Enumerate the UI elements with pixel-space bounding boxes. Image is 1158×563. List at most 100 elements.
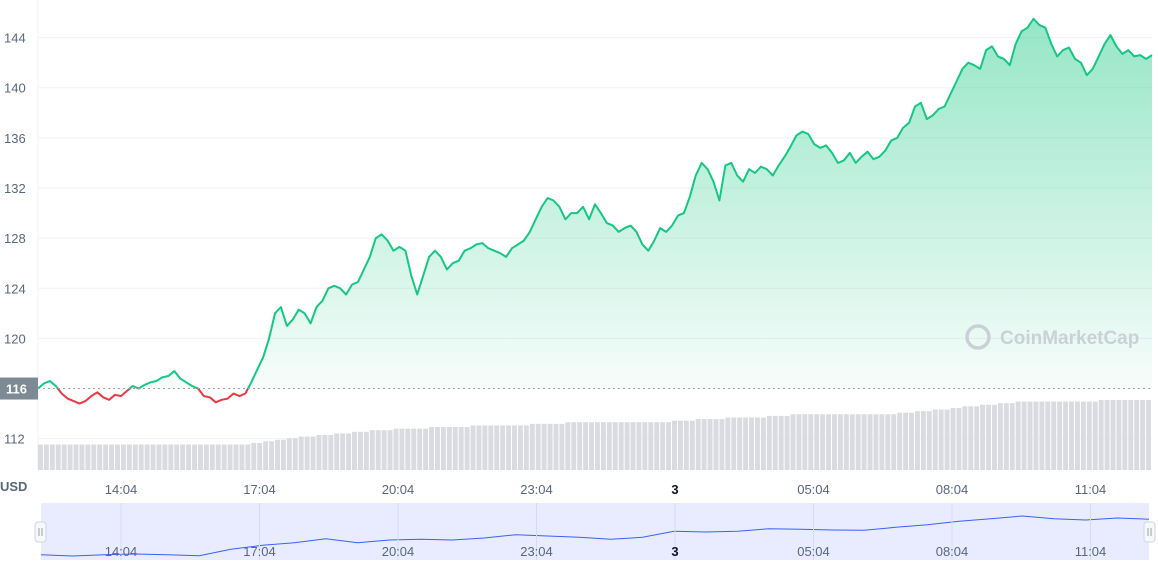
volume-bar xyxy=(885,414,891,470)
volume-bar xyxy=(743,417,749,470)
volume-bar xyxy=(446,427,452,470)
volume-bar xyxy=(849,414,855,470)
volume-bar xyxy=(470,425,476,470)
volume-bar xyxy=(790,414,796,470)
navigator[interactable]: 14:04 17:04 20:04 23:04 3 05:04 08:04 11:04 xyxy=(34,503,1156,560)
volume-bar xyxy=(346,433,352,470)
volume-bar xyxy=(903,412,909,470)
navigator-handle-left-box[interactable] xyxy=(34,521,47,543)
volume-bar xyxy=(553,423,559,470)
navigator-tick-label: 11:04 xyxy=(1075,544,1107,559)
volume-bar xyxy=(209,444,215,470)
volume-bar xyxy=(512,425,517,470)
navigator-handle-left[interactable] xyxy=(34,521,47,543)
navigator-handle-right-box[interactable] xyxy=(1143,521,1156,543)
price-area xyxy=(38,18,1152,389)
navigator-tick-label: 17:04 xyxy=(243,544,276,559)
volume-bar xyxy=(322,435,328,470)
volume-bar xyxy=(440,427,446,470)
navigator-window[interactable] xyxy=(41,503,1149,560)
volume-bar xyxy=(577,422,583,470)
volume-bar xyxy=(150,444,156,470)
volume-bar xyxy=(867,414,873,470)
volume-bar xyxy=(435,427,440,470)
navigator-tick-label: 08:04 xyxy=(936,544,969,559)
volume-bar xyxy=(1098,400,1104,470)
reference-label-text: 116 xyxy=(6,382,27,397)
volume-bar xyxy=(476,425,482,470)
volume-bar xyxy=(1128,400,1134,470)
volume-bar xyxy=(393,428,399,470)
volume-bar xyxy=(55,444,61,470)
volume-bar xyxy=(891,414,897,470)
x-axis-labels: 14:04 17:04 20:04 23:04 3 05:04 08:04 11:04 xyxy=(105,482,1107,497)
y-tick-label: 120 xyxy=(4,331,26,346)
volume-bar xyxy=(820,414,826,470)
volume-bar xyxy=(369,430,375,470)
volume-bar xyxy=(980,404,986,470)
volume-bar xyxy=(1080,401,1086,470)
volume-bar xyxy=(600,422,606,470)
volume-bar xyxy=(186,444,192,470)
volume-bar xyxy=(677,420,683,470)
volume-bar xyxy=(826,414,832,470)
volume-bar xyxy=(464,427,470,470)
volume-bar xyxy=(648,422,654,470)
volume-bar xyxy=(1074,401,1080,470)
navigator-tick-label: 20:04 xyxy=(382,544,415,559)
x-tick-label: 11:04 xyxy=(1075,482,1107,497)
volume-bar xyxy=(275,439,280,470)
volume-bar xyxy=(227,444,233,470)
volume-bar xyxy=(132,444,138,470)
volume-bar xyxy=(595,422,600,470)
volume-bar xyxy=(162,444,168,470)
volume-bar xyxy=(363,431,369,470)
navigator-labels: 14:04 17:04 20:04 23:04 3 05:04 08:04 11:04 xyxy=(105,503,1107,560)
volume-bar xyxy=(97,444,103,470)
volume-bar xyxy=(482,425,488,470)
volume-bar xyxy=(1045,401,1051,470)
volume-bar xyxy=(239,444,245,470)
volume-bar xyxy=(695,419,701,470)
volume-bar xyxy=(452,427,458,470)
volume-bar xyxy=(245,444,251,470)
volume-bar xyxy=(1057,401,1063,470)
volume-bar xyxy=(334,433,340,470)
volume-bar xyxy=(180,444,186,470)
volume-bar xyxy=(701,419,707,470)
volume-bar xyxy=(269,441,275,470)
volume-bar xyxy=(399,428,405,470)
price-line-below xyxy=(38,388,250,405)
y-tick-label: 136 xyxy=(4,131,26,146)
volume-bar xyxy=(707,419,713,470)
volume-bar xyxy=(197,444,203,470)
volume-bar xyxy=(1021,401,1027,470)
volume-bar xyxy=(43,444,49,470)
volume-bar xyxy=(1015,401,1021,470)
volume-bar xyxy=(689,420,695,470)
x-tick-label: 20:04 xyxy=(382,482,415,497)
volume-bar xyxy=(49,444,55,470)
x-tick-label: 08:04 xyxy=(936,482,969,497)
volume-bar xyxy=(962,406,968,470)
volume-bar xyxy=(583,422,589,470)
x-tick-label: 3 xyxy=(671,482,678,497)
volume-bar xyxy=(1110,400,1116,470)
volume-bar xyxy=(523,425,529,470)
volume-bar xyxy=(144,444,150,470)
navigator-handle-right[interactable] xyxy=(1143,521,1156,543)
volume-bar xyxy=(618,422,624,470)
volume-bar xyxy=(458,427,464,470)
reference-label-bg xyxy=(0,377,38,400)
volume-bar xyxy=(772,415,778,470)
volume-bar xyxy=(654,422,660,470)
volume-bar xyxy=(535,423,541,470)
volume-bars xyxy=(38,400,1151,470)
volume-bar xyxy=(938,409,944,470)
volume-bar xyxy=(559,423,565,470)
volume-bar xyxy=(944,409,950,470)
volume-bar xyxy=(286,438,292,470)
volume-bar xyxy=(879,414,885,470)
volume-bar xyxy=(1069,401,1074,470)
